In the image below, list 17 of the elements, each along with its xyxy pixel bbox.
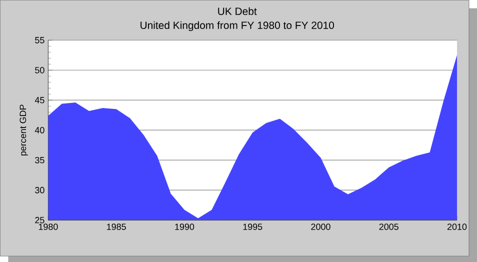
y-tick-label: 25 (35, 216, 44, 224)
chart-title: UK Debt (218, 7, 257, 16)
x-tick-label: 1990 (175, 224, 194, 230)
x-tick-label: 1985 (107, 224, 126, 230)
x-tick-label: 1995 (243, 224, 262, 230)
x-tick-label: 2005 (379, 224, 398, 230)
x-tick-label: 2000 (311, 224, 330, 230)
y-tick-label: 55 (35, 37, 44, 44)
y-axis-title: percent GDP (20, 104, 28, 156)
y-tick-label: 30 (35, 186, 44, 194)
chart-subtitle: United Kingdom from FY 1980 to FY 2010 (140, 21, 334, 32)
y-tick-label: 50 (35, 66, 44, 74)
y-tick-label: 40 (34, 126, 44, 134)
y-tick-label: 35 (35, 156, 44, 164)
x-tick-label: 2010 (447, 224, 467, 230)
y-tick-label: 45 (34, 96, 44, 104)
x-tick-label: 1980 (38, 224, 58, 230)
